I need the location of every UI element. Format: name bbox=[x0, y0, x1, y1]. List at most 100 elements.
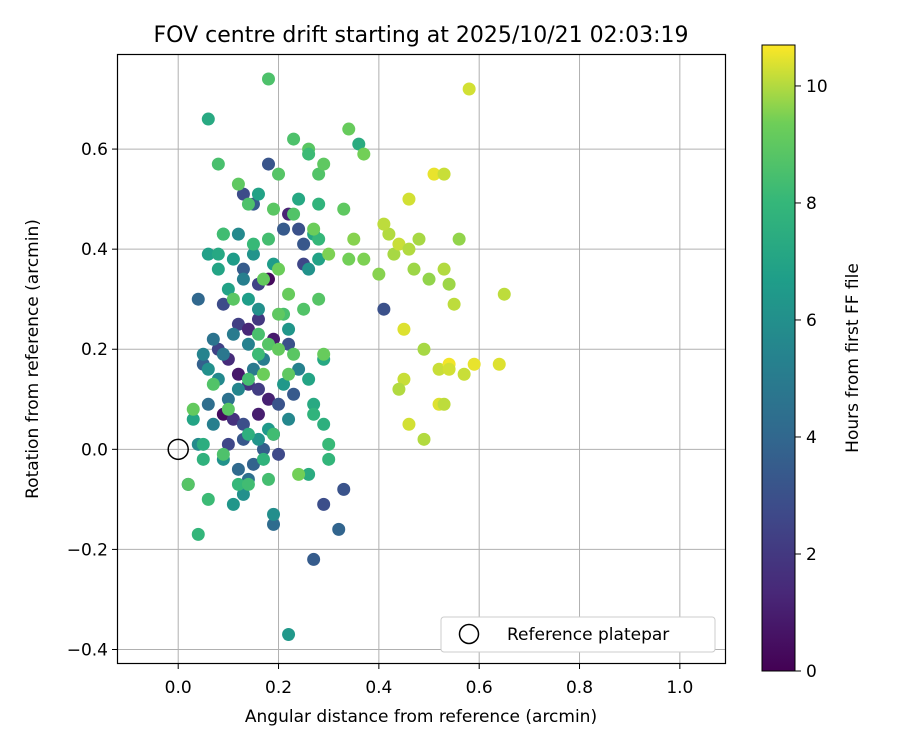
data-point bbox=[231, 477, 245, 491]
data-point bbox=[201, 362, 215, 376]
data-point bbox=[181, 477, 195, 491]
data-point bbox=[246, 247, 260, 261]
data-point bbox=[322, 247, 336, 261]
data-point bbox=[357, 147, 371, 161]
data-point bbox=[497, 287, 511, 301]
data-point bbox=[382, 227, 396, 241]
data-point bbox=[322, 437, 336, 451]
data-point bbox=[246, 362, 260, 376]
y-tick-label: 0.0 bbox=[81, 440, 108, 460]
data-point bbox=[226, 412, 240, 426]
data-point bbox=[186, 402, 200, 416]
data-point bbox=[196, 437, 210, 451]
colorbar bbox=[761, 44, 796, 672]
data-point bbox=[272, 262, 286, 276]
data-point bbox=[342, 252, 356, 266]
colorbar-tick-label: 2 bbox=[806, 545, 817, 565]
data-point bbox=[236, 272, 250, 286]
data-point bbox=[417, 342, 431, 356]
data-point bbox=[241, 197, 255, 211]
legend-box bbox=[440, 616, 716, 653]
data-point bbox=[272, 342, 286, 356]
data-point bbox=[272, 307, 286, 321]
data-point bbox=[332, 522, 346, 536]
y-tick-label: 0.2 bbox=[81, 340, 108, 360]
data-point bbox=[231, 367, 245, 381]
colorbar-label: Hours from first FF file bbox=[843, 263, 863, 453]
data-point bbox=[256, 272, 270, 286]
data-point bbox=[256, 367, 270, 381]
colorbar-ticks: 0 2 4 6 8 10 bbox=[795, 77, 828, 682]
data-point bbox=[392, 382, 406, 396]
data-point bbox=[211, 262, 225, 276]
data-point bbox=[317, 417, 331, 431]
data-point bbox=[241, 322, 255, 336]
y-tick-label: −0.2 bbox=[67, 540, 108, 560]
data-point bbox=[261, 72, 275, 86]
data-point bbox=[241, 427, 255, 441]
x-tick-label: 0.8 bbox=[566, 678, 593, 698]
data-point bbox=[282, 287, 296, 301]
y-axis-ticks: −0.4 −0.2 0.0 0.2 0.4 0.6 bbox=[67, 140, 118, 660]
colorbar-tick-label: 6 bbox=[806, 311, 817, 331]
data-point bbox=[261, 392, 275, 406]
data-point bbox=[322, 452, 336, 466]
data-point bbox=[251, 327, 265, 341]
data-point bbox=[302, 467, 316, 481]
data-point bbox=[352, 137, 366, 151]
data-point bbox=[437, 262, 451, 276]
data-point bbox=[447, 297, 461, 311]
data-point bbox=[241, 477, 255, 491]
data-point bbox=[236, 187, 250, 201]
data-point bbox=[392, 237, 406, 251]
data-point bbox=[302, 262, 316, 276]
data-point bbox=[377, 302, 391, 316]
data-point bbox=[201, 247, 215, 261]
data-point bbox=[387, 247, 401, 261]
x-axis-label: Angular distance from reference (arcmin) bbox=[245, 707, 597, 727]
data-point bbox=[216, 297, 230, 311]
y-tick-label: −0.4 bbox=[67, 640, 108, 660]
data-point bbox=[452, 232, 466, 246]
data-point bbox=[402, 417, 416, 431]
data-point bbox=[246, 457, 260, 471]
data-point bbox=[246, 237, 260, 251]
data-point bbox=[462, 82, 476, 96]
data-point bbox=[216, 447, 230, 461]
data-point bbox=[272, 447, 286, 461]
data-point bbox=[277, 222, 291, 236]
data-point bbox=[287, 207, 301, 221]
x-tick-label: 0.4 bbox=[365, 678, 392, 698]
data-point bbox=[211, 247, 225, 261]
data-point bbox=[211, 157, 225, 171]
data-point bbox=[442, 277, 456, 291]
data-point bbox=[226, 327, 240, 341]
x-tick-label: 0.2 bbox=[265, 678, 292, 698]
data-point bbox=[347, 232, 361, 246]
data-point bbox=[236, 487, 250, 501]
data-point bbox=[282, 412, 296, 426]
data-point bbox=[492, 357, 506, 371]
data-point bbox=[241, 337, 255, 351]
data-point bbox=[302, 372, 316, 386]
reference-point-group bbox=[167, 438, 189, 461]
colorbar-tick-label: 0 bbox=[806, 662, 817, 682]
data-point bbox=[226, 292, 240, 306]
data-point bbox=[251, 382, 265, 396]
y-tick-label: 0.6 bbox=[81, 140, 108, 160]
data-point bbox=[307, 552, 321, 566]
data-point bbox=[317, 157, 331, 171]
data-point bbox=[267, 427, 281, 441]
data-point bbox=[231, 227, 245, 241]
x-axis-ticks: 0.0 0.2 0.4 0.6 0.8 1.0 bbox=[165, 663, 693, 698]
data-point bbox=[231, 317, 245, 331]
data-point bbox=[191, 527, 205, 541]
data-point bbox=[292, 222, 306, 236]
data-point bbox=[312, 252, 326, 266]
data-point bbox=[312, 197, 326, 211]
data-point bbox=[267, 517, 281, 531]
data-point bbox=[251, 187, 265, 201]
data-point bbox=[282, 322, 296, 336]
data-point bbox=[216, 347, 230, 361]
data-point bbox=[312, 292, 326, 306]
